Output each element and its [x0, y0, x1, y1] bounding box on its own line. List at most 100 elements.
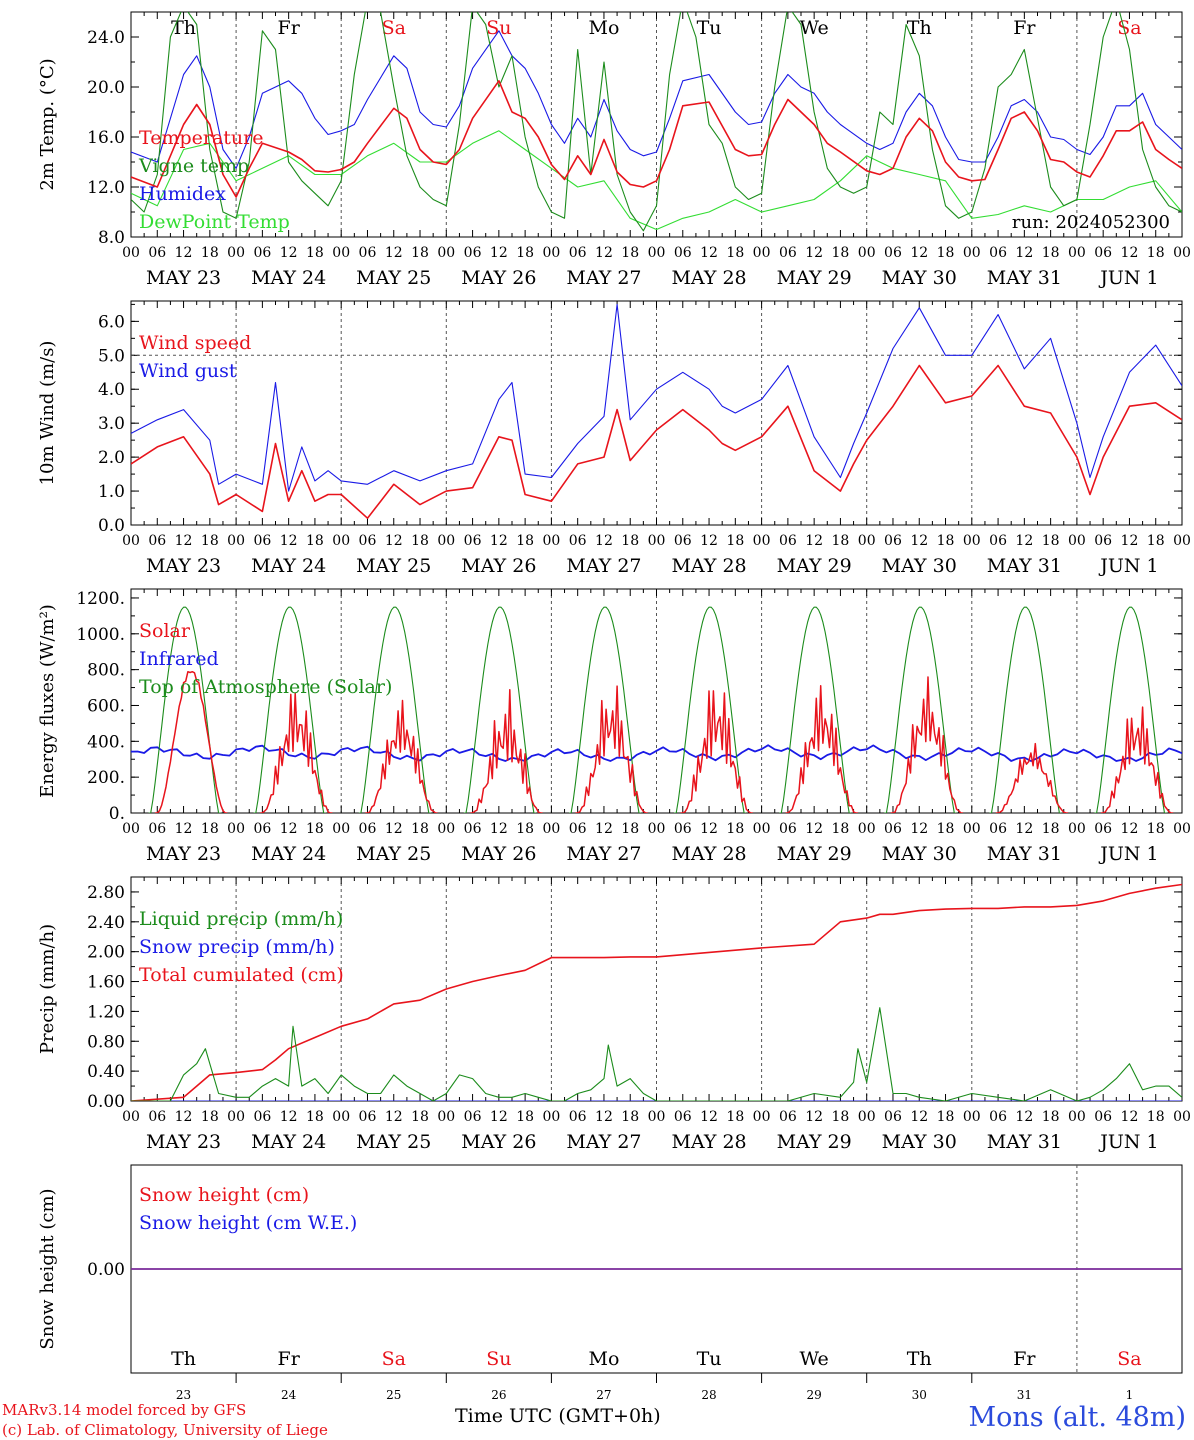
- hour-label: 00: [963, 533, 981, 549]
- date-label: MAY 25: [356, 555, 431, 577]
- hour-label: 18: [201, 1109, 219, 1125]
- hour-label: 12: [1121, 533, 1139, 549]
- hour-label: 12: [700, 245, 718, 261]
- hour-label: 00: [648, 1109, 666, 1125]
- weekday-label: Th: [171, 17, 196, 39]
- hour-label: 00: [858, 821, 876, 837]
- hour-label: 00: [753, 821, 771, 837]
- model-line: MARv3.14 model forced by GFS: [2, 1401, 247, 1419]
- y-tick-label: 2.80: [87, 883, 125, 903]
- date-label: MAY 29: [777, 1131, 852, 1153]
- hour-label: 18: [621, 533, 639, 549]
- hour-label: 18: [201, 821, 219, 837]
- hour-label: 18: [1042, 533, 1060, 549]
- hour-label: 18: [201, 245, 219, 261]
- date-label: MAY 23: [146, 843, 221, 865]
- hour-label: 18: [1042, 821, 1060, 837]
- hour-label: 12: [1015, 245, 1033, 261]
- hour-label: 00: [1173, 1109, 1191, 1125]
- weekday-label: Fr: [1013, 1348, 1036, 1370]
- hour-label: 18: [1042, 1109, 1060, 1125]
- y-tick-label: 12.0: [87, 178, 125, 198]
- y-axis-title: Precip (mm/h): [37, 924, 58, 1054]
- y-tick-label: 2.00: [87, 943, 125, 963]
- weekday-label: Th: [907, 1348, 932, 1370]
- hour-label: 06: [464, 245, 482, 261]
- hour-label: 18: [726, 245, 744, 261]
- hour-label: 00: [437, 1109, 455, 1125]
- hour-label: 06: [779, 821, 797, 837]
- series-line-solar: [155, 670, 228, 813]
- hour-label: 06: [884, 821, 902, 837]
- series-line-solar: [575, 685, 648, 813]
- hour-label: 00: [122, 1109, 140, 1125]
- day-number: 30: [912, 1388, 927, 1402]
- y-tick-label: 6.0: [98, 312, 125, 332]
- hour-label: 00: [1173, 245, 1191, 261]
- hour-label: 18: [621, 821, 639, 837]
- hour-label: 12: [1015, 821, 1033, 837]
- hour-label: 00: [542, 1109, 560, 1125]
- hour-label: 06: [1094, 245, 1112, 261]
- hour-label: 12: [175, 1109, 193, 1125]
- hour-label: 06: [359, 533, 377, 549]
- legend-entry: Total cumulated (cm): [139, 964, 344, 986]
- hour-label: 00: [1068, 245, 1086, 261]
- date-label: JUN 1: [1098, 267, 1158, 289]
- date-label: MAY 29: [777, 267, 852, 289]
- legend-entry: Solar: [139, 620, 191, 642]
- series-line-vigne-temp: [131, 12, 1182, 232]
- date-label: MAY 24: [251, 555, 326, 577]
- y-axis-title: 2m Temp. (°C): [37, 58, 58, 190]
- hour-label: 06: [779, 533, 797, 549]
- series-line-solar: [470, 688, 543, 813]
- day-number: 23: [176, 1388, 191, 1402]
- series-line-solar: [260, 692, 333, 813]
- hour-label: 18: [937, 533, 955, 549]
- series-line-liquid-precip-mm-h-: [131, 1007, 1182, 1101]
- hour-label: 00: [542, 533, 560, 549]
- hour-label: 06: [674, 533, 692, 549]
- hour-label: 00: [1173, 821, 1191, 837]
- hour-label: 06: [989, 1109, 1007, 1125]
- y-tick-label: 400.: [87, 732, 125, 752]
- hour-label: 18: [621, 1109, 639, 1125]
- weekday-label: Sa: [1117, 17, 1141, 39]
- date-label: MAY 24: [251, 1131, 326, 1153]
- hour-label: 06: [569, 533, 587, 549]
- hour-label: 06: [1094, 533, 1112, 549]
- hour-label: 18: [1042, 245, 1060, 261]
- date-label: MAY 27: [566, 843, 641, 865]
- y-tick-label: 1000.: [76, 625, 125, 645]
- y-tick-label: 8.0: [98, 228, 125, 248]
- hour-label: 06: [569, 245, 587, 261]
- hour-label: 06: [569, 1109, 587, 1125]
- hour-label: 00: [753, 1109, 771, 1125]
- legend-entry: Top of Atmosphere (Solar): [139, 676, 392, 698]
- hour-label: 06: [674, 245, 692, 261]
- hour-label: 06: [464, 1109, 482, 1125]
- hour-label: 12: [805, 1109, 823, 1125]
- hour-label: 12: [805, 821, 823, 837]
- hour-label: 00: [122, 821, 140, 837]
- hour-label: 00: [1068, 533, 1086, 549]
- date-label: MAY 26: [461, 267, 536, 289]
- series-line-wind-gust: [131, 303, 1182, 492]
- y-tick-label: 0.0: [98, 516, 125, 536]
- y-tick-label: 1.0: [98, 482, 125, 502]
- weekday-label: Sa: [382, 1348, 406, 1370]
- hour-label: 00: [858, 245, 876, 261]
- hour-label: 12: [175, 533, 193, 549]
- hour-label: 00: [437, 245, 455, 261]
- hour-label: 00: [1068, 1109, 1086, 1125]
- y-tick-label: 0.40: [87, 1062, 125, 1082]
- date-label: MAY 25: [356, 1131, 431, 1153]
- date-label: MAY 23: [146, 1131, 221, 1153]
- hour-label: 12: [385, 1109, 403, 1125]
- hour-label: 06: [464, 533, 482, 549]
- hour-label: 18: [937, 1109, 955, 1125]
- station-name: Mons (alt. 48m): [968, 1402, 1186, 1433]
- series-line-solar: [365, 699, 438, 813]
- legend-entry: Wind gust: [139, 360, 237, 382]
- legend-entry: Liquid precip (mm/h): [139, 908, 343, 930]
